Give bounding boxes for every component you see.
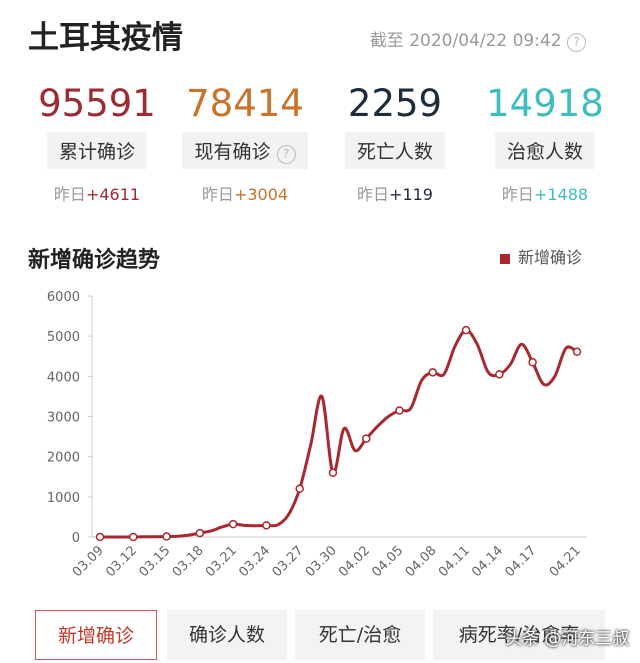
- x-tick-label: 04.14: [469, 543, 506, 580]
- tab[interactable]: 新增确诊: [35, 610, 157, 660]
- data-point: [195, 528, 205, 538]
- stat-card: 78414 现有确诊 ? 昨日+3004: [170, 80, 320, 205]
- y-tick-label: 0: [72, 531, 80, 546]
- x-tick-label: 04.08: [403, 543, 440, 580]
- stat-delta: +1488: [533, 185, 589, 204]
- x-tick-label: 03.15: [136, 543, 173, 580]
- data-point: [228, 519, 238, 529]
- x-tick-label: 03.18: [170, 543, 207, 580]
- tab[interactable]: 死亡/治愈: [295, 610, 425, 660]
- x-tick-label: 03.12: [103, 543, 140, 580]
- stat-prefix: 昨日: [501, 185, 534, 204]
- data-point: [129, 532, 138, 542]
- stat-label: 死亡人数: [344, 132, 445, 169]
- help-icon[interactable]: ?: [567, 33, 586, 52]
- stat-delta: +119: [389, 185, 433, 204]
- stat-change: 昨日+3004: [170, 181, 320, 205]
- x-tick-label: 04.02: [336, 543, 373, 580]
- y-tick-label: 4000: [47, 370, 80, 385]
- stat-delta: +3004: [233, 185, 289, 204]
- stat-label: 累计确诊: [46, 132, 147, 169]
- data-point: [495, 370, 504, 379]
- stat-value: 95591: [38, 82, 156, 125]
- stat-label: 现有确诊 ?: [182, 132, 308, 169]
- stat-prefix: 昨日: [53, 185, 86, 204]
- data-point: [262, 521, 271, 530]
- stat-value: 14918: [486, 82, 604, 125]
- stat-change: 昨日+119: [320, 181, 470, 205]
- data-line: [99, 328, 578, 539]
- x-tick-label: 03.09: [70, 543, 107, 580]
- y-tick-label: 3000: [47, 411, 80, 426]
- legend-label: 新增确诊: [518, 248, 583, 267]
- data-point: [572, 347, 582, 357]
- page-title: 土耳其疫情: [28, 20, 183, 56]
- x-tick-label: 03.27: [270, 543, 307, 580]
- stat-card: 14918 治愈人数 昨日+1488: [470, 80, 620, 205]
- data-point: [162, 532, 171, 541]
- stat-value: 78414: [186, 82, 304, 125]
- x-tick-label: 04.21: [547, 543, 584, 580]
- x-tick-label: 03.24: [236, 543, 273, 580]
- x-tick-label: 04.05: [369, 543, 406, 580]
- x-tick-label: 04.17: [503, 543, 540, 580]
- data-point: [428, 368, 438, 377]
- data-point: [395, 406, 404, 415]
- tab[interactable]: 确诊人数: [167, 610, 287, 660]
- x-tick-label: 03.21: [203, 543, 240, 580]
- data-point: [328, 468, 338, 477]
- stat-change: 昨日+4611: [22, 181, 172, 205]
- stat-prefix: 昨日: [201, 185, 234, 204]
- stat-label: 治愈人数: [494, 132, 595, 169]
- tab[interactable]: 病死率/治愈率: [433, 610, 605, 660]
- stat-label-text: 现有确诊: [194, 141, 271, 163]
- data-point: [295, 484, 304, 494]
- legend-item[interactable]: 新增确诊: [500, 244, 582, 268]
- x-tick-label: 03.30: [303, 543, 340, 580]
- legend-swatch: [500, 253, 510, 264]
- stat-change: 昨日+1488: [470, 181, 620, 205]
- stat-card: 95591 累计确诊 昨日+4611: [22, 80, 172, 205]
- data-point: [528, 358, 537, 367]
- stat-card: 2259 死亡人数 昨日+119: [320, 80, 470, 205]
- timestamp-text: 截至 2020/04/22 09:42: [369, 31, 562, 51]
- stat-value: 2259: [347, 82, 443, 125]
- data-point: [361, 434, 371, 443]
- chart-title: 新增确诊趋势: [28, 248, 161, 273]
- timestamp: 截至 2020/04/22 09:42 ?: [370, 26, 586, 52]
- y-tick-label: 1000: [47, 491, 80, 506]
- stat-delta: +4611: [85, 185, 141, 204]
- y-tick-label: 2000: [47, 451, 80, 466]
- stat-prefix: 昨日: [357, 185, 390, 204]
- y-tick-label: 5000: [47, 330, 80, 345]
- data-point: [461, 325, 471, 335]
- data-point: [95, 532, 105, 542]
- chart: 0 1000 2000 3000 4000 5000 6000 03.0903.1203.15…: [47, 290, 587, 580]
- x-tick-label: 04.11: [436, 543, 473, 580]
- help-icon[interactable]: ?: [276, 145, 296, 164]
- watermark: 头条 @河东三叔: [505, 629, 630, 649]
- y-tick-label: 6000: [47, 290, 80, 305]
